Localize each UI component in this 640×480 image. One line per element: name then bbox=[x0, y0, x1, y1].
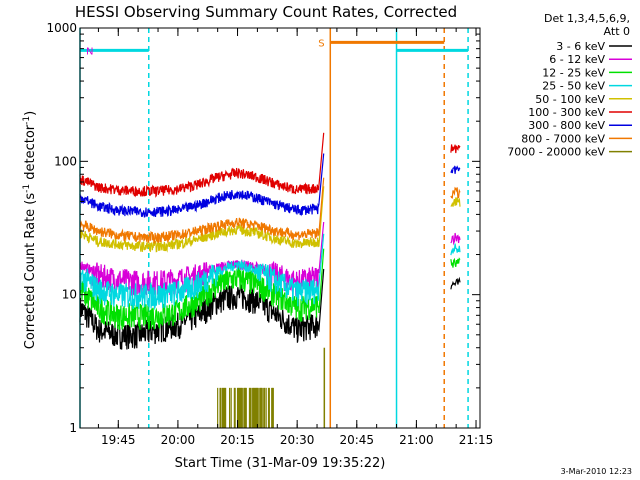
attenuator-label-1: N bbox=[86, 46, 93, 57]
series-line-5 bbox=[79, 186, 325, 253]
plot-area bbox=[80, 28, 480, 428]
x-tick-label-7: 21:15 bbox=[459, 433, 494, 447]
x-axis-label: Start Time (31-Mar-09 19:35:22) bbox=[175, 456, 386, 471]
legend-label-8: 800 - 7000 keV bbox=[521, 132, 605, 145]
series-line-3 bbox=[79, 248, 325, 331]
x-tick-label-6: 21:00 bbox=[399, 433, 434, 447]
axes: 1 10 100 1000 19:45 20:00 20:15 20:30 20:45 21:00… bbox=[46, 21, 493, 447]
series-line-7 bbox=[79, 153, 325, 218]
series-line-late-7 bbox=[450, 165, 461, 174]
attenuator-label-2: S bbox=[318, 38, 324, 49]
legend-label-4: 25 - 50 keV bbox=[542, 80, 605, 93]
series-line-8 bbox=[79, 177, 325, 245]
series-1 bbox=[79, 268, 461, 350]
series-line-1 bbox=[79, 268, 325, 350]
series-line-late-6 bbox=[450, 144, 461, 154]
series-5 bbox=[79, 186, 461, 253]
series-line-late-1 bbox=[450, 276, 461, 290]
legend-header-line-1: Det 1,3,4,5,6,9, bbox=[544, 12, 630, 25]
series-line-2 bbox=[79, 221, 325, 297]
timestamp-stamp: 3-Mar-2010 12:23 bbox=[561, 467, 632, 476]
y-axis-label: Corrected Count Rate (s-1 detector-1) bbox=[22, 111, 38, 349]
series-line-late-2 bbox=[450, 232, 461, 246]
series-9 bbox=[217, 347, 326, 428]
series-line-4 bbox=[79, 233, 325, 311]
legend-label-3: 12 - 25 keV bbox=[542, 66, 605, 79]
series-layer bbox=[79, 132, 461, 428]
series-7 bbox=[79, 153, 461, 218]
x-tick-label-5: 20:45 bbox=[339, 433, 374, 447]
series-line-6 bbox=[79, 132, 325, 198]
y-tick-label-4: 1000 bbox=[46, 21, 77, 35]
series-line-late-4 bbox=[450, 243, 461, 256]
legend-label-7: 300 - 800 keV bbox=[528, 119, 605, 132]
series-line-late-5 bbox=[450, 197, 461, 207]
plot-background bbox=[80, 28, 480, 428]
legend-header-line-2: Att 0 bbox=[604, 25, 630, 38]
series-line-late-3 bbox=[450, 257, 461, 268]
series-line-late-8 bbox=[450, 186, 461, 199]
x-tick-label-2: 20:00 bbox=[161, 433, 196, 447]
series-8 bbox=[79, 177, 461, 245]
legend-label-6: 100 - 300 keV bbox=[528, 106, 605, 119]
y-tick-label-1: 1 bbox=[69, 421, 77, 435]
series-4 bbox=[79, 233, 461, 311]
x-tick-label-1: 19:45 bbox=[101, 433, 136, 447]
x-tick-label-3: 20:15 bbox=[220, 433, 255, 447]
y-tick-label-3: 100 bbox=[54, 154, 77, 168]
y-tick-label-2: 10 bbox=[62, 288, 77, 302]
series-6 bbox=[79, 132, 461, 198]
x-tick-label-4: 20:30 bbox=[280, 433, 315, 447]
series-2 bbox=[79, 221, 461, 297]
attenuator-markers: NS bbox=[80, 38, 469, 57]
plot-frame bbox=[79, 27, 481, 429]
legend-label-2: 6 - 12 keV bbox=[549, 53, 605, 66]
chart-title: HESSI Observing Summary Count Rates, Cor… bbox=[75, 3, 457, 21]
legend-label-9: 7000 - 20000 keV bbox=[507, 146, 605, 159]
legend-label-1: 3 - 6 keV bbox=[556, 40, 605, 53]
series-3 bbox=[79, 248, 461, 331]
legend-label-5: 50 - 100 keV bbox=[535, 93, 605, 106]
